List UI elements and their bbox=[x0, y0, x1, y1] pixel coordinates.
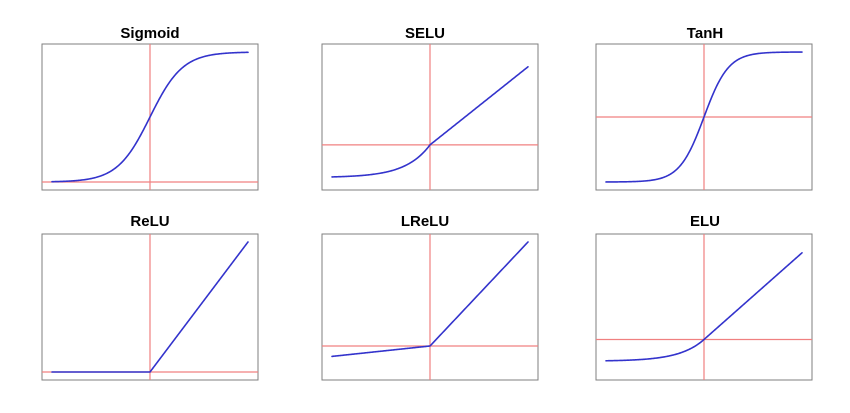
activation-curve bbox=[331, 241, 529, 358]
activation-curve bbox=[51, 51, 249, 183]
activation-curve bbox=[605, 51, 803, 183]
activation-curve bbox=[51, 241, 249, 373]
panel-title: LReLU bbox=[401, 213, 449, 230]
panel-lrelu: LReLU bbox=[321, 213, 539, 381]
panel-elu: ELU bbox=[595, 213, 813, 381]
plot-marks bbox=[596, 44, 812, 190]
panel-title: SELU bbox=[405, 25, 445, 42]
panel-title: ReLU bbox=[130, 213, 169, 230]
panel-relu: ReLU bbox=[41, 213, 259, 381]
plot-marks bbox=[596, 234, 812, 380]
panel-tanh: TanH bbox=[595, 25, 813, 191]
plot-marks bbox=[322, 44, 538, 190]
panel-title: ELU bbox=[690, 213, 720, 230]
panel-sigmoid: Sigmoid bbox=[41, 25, 259, 191]
panel-title: Sigmoid bbox=[120, 25, 179, 42]
plot-marks bbox=[42, 44, 258, 190]
activation-curve bbox=[605, 252, 803, 362]
activation-curve bbox=[331, 66, 529, 178]
plot-marks bbox=[322, 234, 538, 380]
panel-selu: SELU bbox=[321, 25, 539, 191]
panel-title: TanH bbox=[687, 25, 723, 42]
plot-marks bbox=[42, 234, 258, 380]
